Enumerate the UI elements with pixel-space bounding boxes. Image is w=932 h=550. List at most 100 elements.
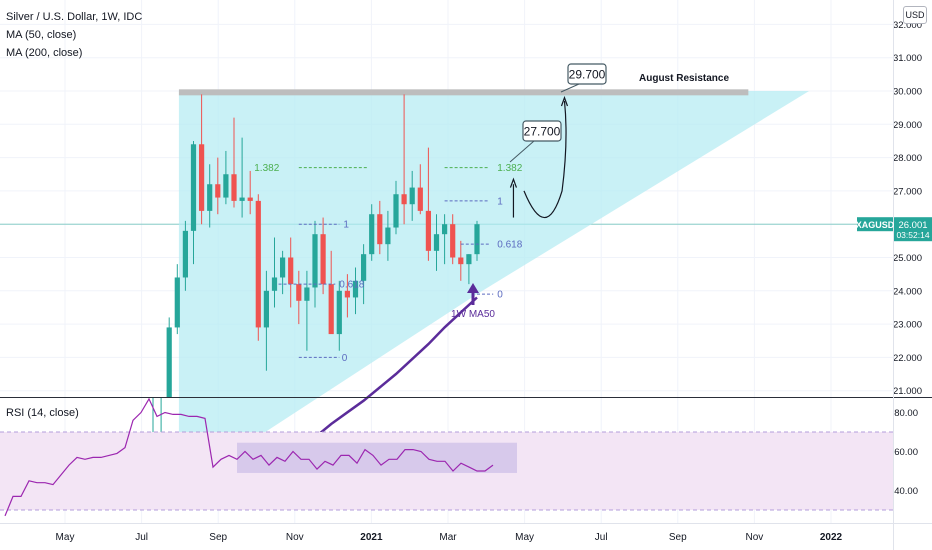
fib-level-label: 0.618 [339, 280, 364, 291]
candle-body [255, 200, 261, 328]
currency-chip[interactable]: USD [903, 6, 927, 24]
x-tick-label: Sep [669, 532, 687, 543]
candle-body [344, 290, 350, 298]
ma50-pointer-arrowhead [467, 283, 479, 293]
y-tick-label: 22.000 [893, 353, 922, 364]
candle-body [320, 234, 326, 285]
candle-body [369, 214, 375, 255]
candle-body [239, 197, 245, 201]
candle-body [280, 257, 286, 278]
y-tick-label: 24.000 [893, 286, 922, 297]
candle-body [207, 184, 213, 211]
projection-curve [523, 100, 567, 219]
candle-body [288, 257, 294, 285]
x-tick-label: Mar [439, 532, 457, 543]
august-resistance-layer: August Resistance [178, 73, 749, 96]
candle-body [174, 277, 180, 328]
ma50-line [298, 296, 478, 452]
candle-body [385, 227, 391, 245]
ascending-triangle [178, 91, 810, 454]
y-tick-label: 32.000 [893, 20, 922, 31]
x-tick-label: Jul [135, 532, 148, 543]
candle-body [328, 284, 334, 335]
candle-body [199, 144, 205, 211]
x-tick-label: May [515, 532, 534, 543]
fib-level-label: 1.382 [254, 163, 279, 174]
candle-body [409, 187, 415, 205]
ma50-label: 1W MA50 [451, 309, 495, 320]
candle-body [466, 254, 472, 265]
candle-body [401, 194, 407, 205]
x-tick-label: Sep [209, 532, 227, 543]
candle-body [271, 277, 278, 291]
target-29700-pointer [560, 83, 580, 93]
resistance-label: August Resistance [639, 73, 729, 84]
y-tick-label: 31.000 [893, 53, 922, 64]
candle-body [425, 210, 431, 251]
x-tick-label: 2022 [820, 532, 843, 543]
target-27700-box [522, 120, 562, 142]
x-tick-label: May [56, 532, 75, 543]
candle-body [231, 174, 237, 201]
candle-body [458, 257, 464, 265]
last-price-tag: 26.001 [898, 220, 927, 231]
candle-body [223, 174, 229, 198]
fibonacci-layer: 1 0.618 0 1.382 1.382 1 0.618 0 [254, 163, 522, 364]
target-27700-pointer [509, 140, 535, 163]
ticker-tag: XAGUSD [856, 220, 895, 230]
fib-level-label: 0.618 [497, 240, 522, 251]
rsi-title: RSI (14, close) [6, 407, 79, 419]
candle-body [247, 197, 253, 201]
fib-level-label: 0 [342, 353, 348, 364]
y-tick-label: 30.000 [893, 87, 922, 98]
legend: Silver / U.S. Dollar, 1W, IDC MA (50, cl… [6, 8, 142, 62]
y-tick-label: 28.000 [893, 153, 922, 164]
x-tick-label: Nov [286, 532, 304, 543]
countdown-tag: 03:52:14 [896, 230, 929, 240]
y-tick-label: 23.000 [893, 320, 922, 331]
candle-body [393, 194, 399, 228]
fib-level-label: 0 [497, 290, 503, 301]
target-29700-box [567, 63, 607, 85]
candle-body [182, 230, 188, 278]
projection-up-arrowhead [509, 177, 518, 188]
candle-body [442, 224, 448, 235]
candle-body [361, 254, 367, 281]
fib-level-label: 1.382 [497, 163, 522, 174]
rsi-line [4, 397, 494, 517]
fib-level-label: 1 [343, 220, 349, 231]
rsi-y-tick-label: 60.00 [894, 447, 918, 458]
legend-ma50: MA (50, close) [6, 29, 77, 41]
annotations-layer: 29.700 27.700 1W MA50 [451, 63, 607, 320]
legend-ma200: MA (200, close) [6, 47, 83, 59]
projection-curve-arrowhead [560, 95, 569, 107]
candle-body [312, 234, 318, 288]
rsi-y-tick-label: 40.00 [894, 486, 918, 497]
target-29700-label: 29.700 [569, 68, 606, 82]
y-tick-label: 25.000 [893, 253, 922, 264]
x-tick-label: Nov [746, 532, 764, 543]
fib-level-label: 1 [497, 196, 503, 207]
candle-body [450, 224, 456, 258]
candle-body [352, 280, 359, 298]
candle-body [433, 234, 440, 251]
candle-body [377, 214, 383, 245]
candles-layer [150, 94, 480, 485]
last-price-tag-bg [894, 217, 932, 242]
candle-body [166, 327, 172, 397]
rsi-pane: RSI (14, close) [0, 397, 893, 517]
y-tick-label: 29.000 [893, 120, 922, 131]
x-tick-label: 2021 [360, 532, 383, 543]
august-resistance-band [178, 89, 749, 96]
candle-body [474, 224, 480, 255]
candle-body [417, 187, 423, 211]
rsi-y-tick-label: 80.00 [894, 408, 918, 419]
y-tick-label: 21.000 [893, 386, 922, 397]
ma50-layer [298, 296, 478, 452]
candle-body [336, 290, 342, 335]
legend-title: Silver / U.S. Dollar, 1W, IDC [6, 11, 143, 23]
x-tick-label: Jul [595, 532, 608, 543]
ticker-tag-bg [857, 217, 893, 232]
